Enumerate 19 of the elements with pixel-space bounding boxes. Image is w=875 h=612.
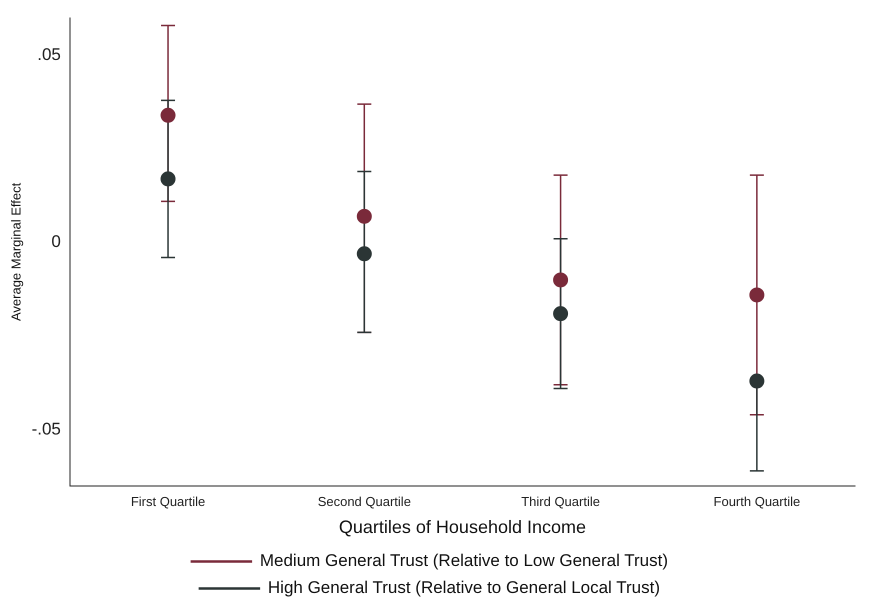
point <box>749 374 764 389</box>
y-tick-label: 0 <box>51 232 61 252</box>
y-axis-title: Average Marginal Effect <box>8 182 24 322</box>
point <box>356 246 372 262</box>
x-tick-label: Third Quartile <box>521 494 600 510</box>
x-tick-label: First Quartile <box>130 494 206 510</box>
point <box>749 287 764 302</box>
point <box>553 306 568 322</box>
x-tick-label: Fourth Quartile <box>714 494 800 510</box>
x-tick-label: Second Quartile <box>318 494 411 510</box>
y-tick-label: -.05 <box>32 419 61 438</box>
legend-label: Medium General Trust (Relative to Low General Trust) <box>260 551 668 570</box>
point <box>160 108 176 123</box>
point <box>356 208 372 224</box>
point <box>160 171 176 186</box>
x-axis-title: Quartiles of Household Income <box>338 517 586 538</box>
y-tick-label: .05 <box>37 45 61 64</box>
legend-label: High General Trust (Relative to General Local Trust) <box>268 578 660 598</box>
point <box>553 272 568 288</box>
